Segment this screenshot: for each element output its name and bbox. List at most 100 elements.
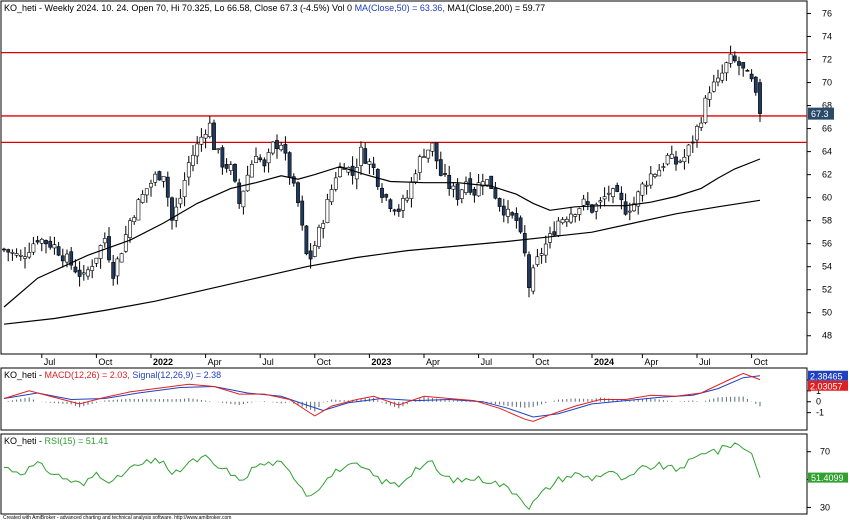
candle-body — [413, 173, 418, 183]
candle-body — [291, 176, 296, 184]
candle-body — [354, 167, 359, 180]
price-ytick-label: 66 — [822, 124, 832, 134]
candle-body — [153, 173, 158, 183]
candle-body — [724, 62, 729, 74]
candle-body — [510, 212, 515, 216]
macd-ytick-label: 0 — [816, 397, 821, 407]
candle-body — [682, 156, 687, 163]
candle-body — [459, 189, 464, 199]
candle-body — [539, 253, 544, 256]
candle-body — [632, 203, 636, 212]
xtick-label: Jul — [44, 357, 56, 367]
candle-body — [548, 233, 552, 243]
price-ytick-label: 58 — [822, 216, 832, 226]
candle-body — [266, 152, 271, 164]
candle-body — [56, 246, 61, 256]
candle-body — [258, 157, 263, 161]
candle-body — [577, 208, 582, 215]
candle-body — [602, 196, 607, 200]
candle-body — [426, 149, 431, 159]
candle-body — [191, 154, 195, 166]
signal-value-badge — [808, 370, 848, 381]
candle-body — [23, 256, 27, 259]
candle-body — [165, 176, 170, 198]
candle-body — [405, 197, 410, 201]
rsi-line — [3, 442, 761, 511]
candle-body — [367, 161, 372, 165]
candle-body — [333, 177, 338, 190]
candle-body — [531, 267, 536, 292]
candle-body — [451, 185, 456, 190]
price-ytick-label: 50 — [822, 308, 832, 318]
xtick-label: 2023 — [371, 357, 391, 367]
candle-body — [98, 245, 103, 259]
candle-body — [111, 262, 116, 279]
candle-body — [518, 217, 523, 233]
rsi-value-label: 51.4099 — [811, 473, 844, 483]
candle-body — [690, 141, 695, 144]
candle-body — [606, 192, 611, 195]
candle-body — [123, 234, 128, 252]
candle-body — [279, 144, 284, 151]
candle-body — [619, 192, 624, 201]
price-title: KO_heti - Weekly 2024. 10. 24. Open 70, … — [4, 3, 545, 13]
candle-body — [14, 253, 19, 256]
candle-body — [443, 173, 447, 175]
candle-body — [615, 185, 620, 192]
candle-body — [81, 272, 86, 275]
candle-body — [241, 190, 246, 208]
candle-body — [254, 156, 258, 164]
candle-body — [359, 146, 363, 166]
signal-value-badge-text: 2.38465 — [810, 371, 843, 381]
candle-body — [233, 163, 237, 182]
macd-value-badge — [808, 380, 848, 391]
xtick-label: 2022 — [153, 357, 173, 367]
candle-body — [94, 257, 99, 264]
candle-body — [388, 199, 393, 209]
candle-body — [48, 240, 53, 248]
price-ytick-label: 68 — [822, 101, 832, 111]
candle-body — [6, 249, 11, 253]
last-price-label: 67.3 — [811, 109, 829, 119]
candle-body — [132, 217, 137, 223]
price-ytick-label: 64 — [822, 147, 832, 157]
candle-body — [514, 213, 519, 221]
candle-body — [447, 174, 452, 189]
candle-body — [585, 201, 590, 205]
candle-body — [300, 200, 305, 226]
macd-value-badge-text: 2.03057 — [810, 381, 843, 391]
price-ytick-label: 62 — [822, 170, 832, 180]
candle-body — [422, 156, 426, 158]
candle-body — [325, 199, 330, 223]
macd-title: KO_heti - MACD(12,26) = 2.03, Signal(12,… — [4, 370, 221, 380]
candle-body — [224, 164, 229, 169]
candle-body — [506, 208, 510, 217]
rsi-ytick-label: 70 — [820, 447, 830, 457]
candle-body — [598, 200, 603, 203]
candle-body — [707, 92, 712, 100]
candle-body — [669, 153, 674, 159]
candle-body — [140, 194, 145, 203]
candle-body — [207, 122, 212, 137]
candle-body — [115, 258, 120, 277]
candle-body — [18, 255, 23, 257]
candle-body — [102, 238, 107, 244]
candle-body — [438, 159, 443, 176]
price-ytick-label: 56 — [822, 239, 832, 249]
candle-body — [703, 97, 708, 123]
candle-body — [716, 77, 720, 83]
candle-body — [573, 214, 578, 217]
candle-body — [753, 76, 758, 93]
rsi-value-badge — [808, 472, 848, 483]
candle-body — [396, 208, 401, 212]
macd-ytick-label: -1 — [816, 408, 824, 418]
candle-body — [2, 248, 6, 251]
candle-body — [648, 173, 653, 186]
candle-body — [485, 179, 489, 186]
candle-body — [338, 167, 342, 178]
candle-body — [627, 210, 632, 213]
xtick-label: 2024 — [594, 357, 614, 367]
candle-body — [657, 169, 662, 177]
candle-body — [581, 198, 586, 206]
